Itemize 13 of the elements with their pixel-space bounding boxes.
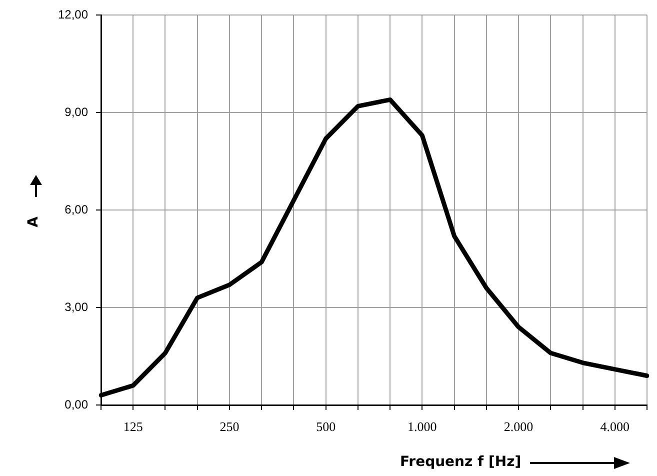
x-tick-label: 250 <box>220 419 240 434</box>
y-tick-label: 12,00 <box>58 8 88 22</box>
y-tick-label: 3,00 <box>64 300 88 314</box>
y-axis-title: A <box>25 216 42 228</box>
x-tick-label: 500 <box>316 419 336 434</box>
x-axis-title: Frequenz f [Hz] <box>400 454 522 470</box>
y-tick-label: 0,00 <box>64 397 88 412</box>
x-tick-label: 1.000 <box>408 419 437 434</box>
x-tick-label: 2.000 <box>504 419 534 434</box>
x-tick-label: 4.000 <box>600 419 630 434</box>
y-tick-label: 9,00 <box>64 104 88 119</box>
y-tick-label: 6,00 <box>64 202 88 216</box>
x-tick-label: 125 <box>123 419 143 434</box>
